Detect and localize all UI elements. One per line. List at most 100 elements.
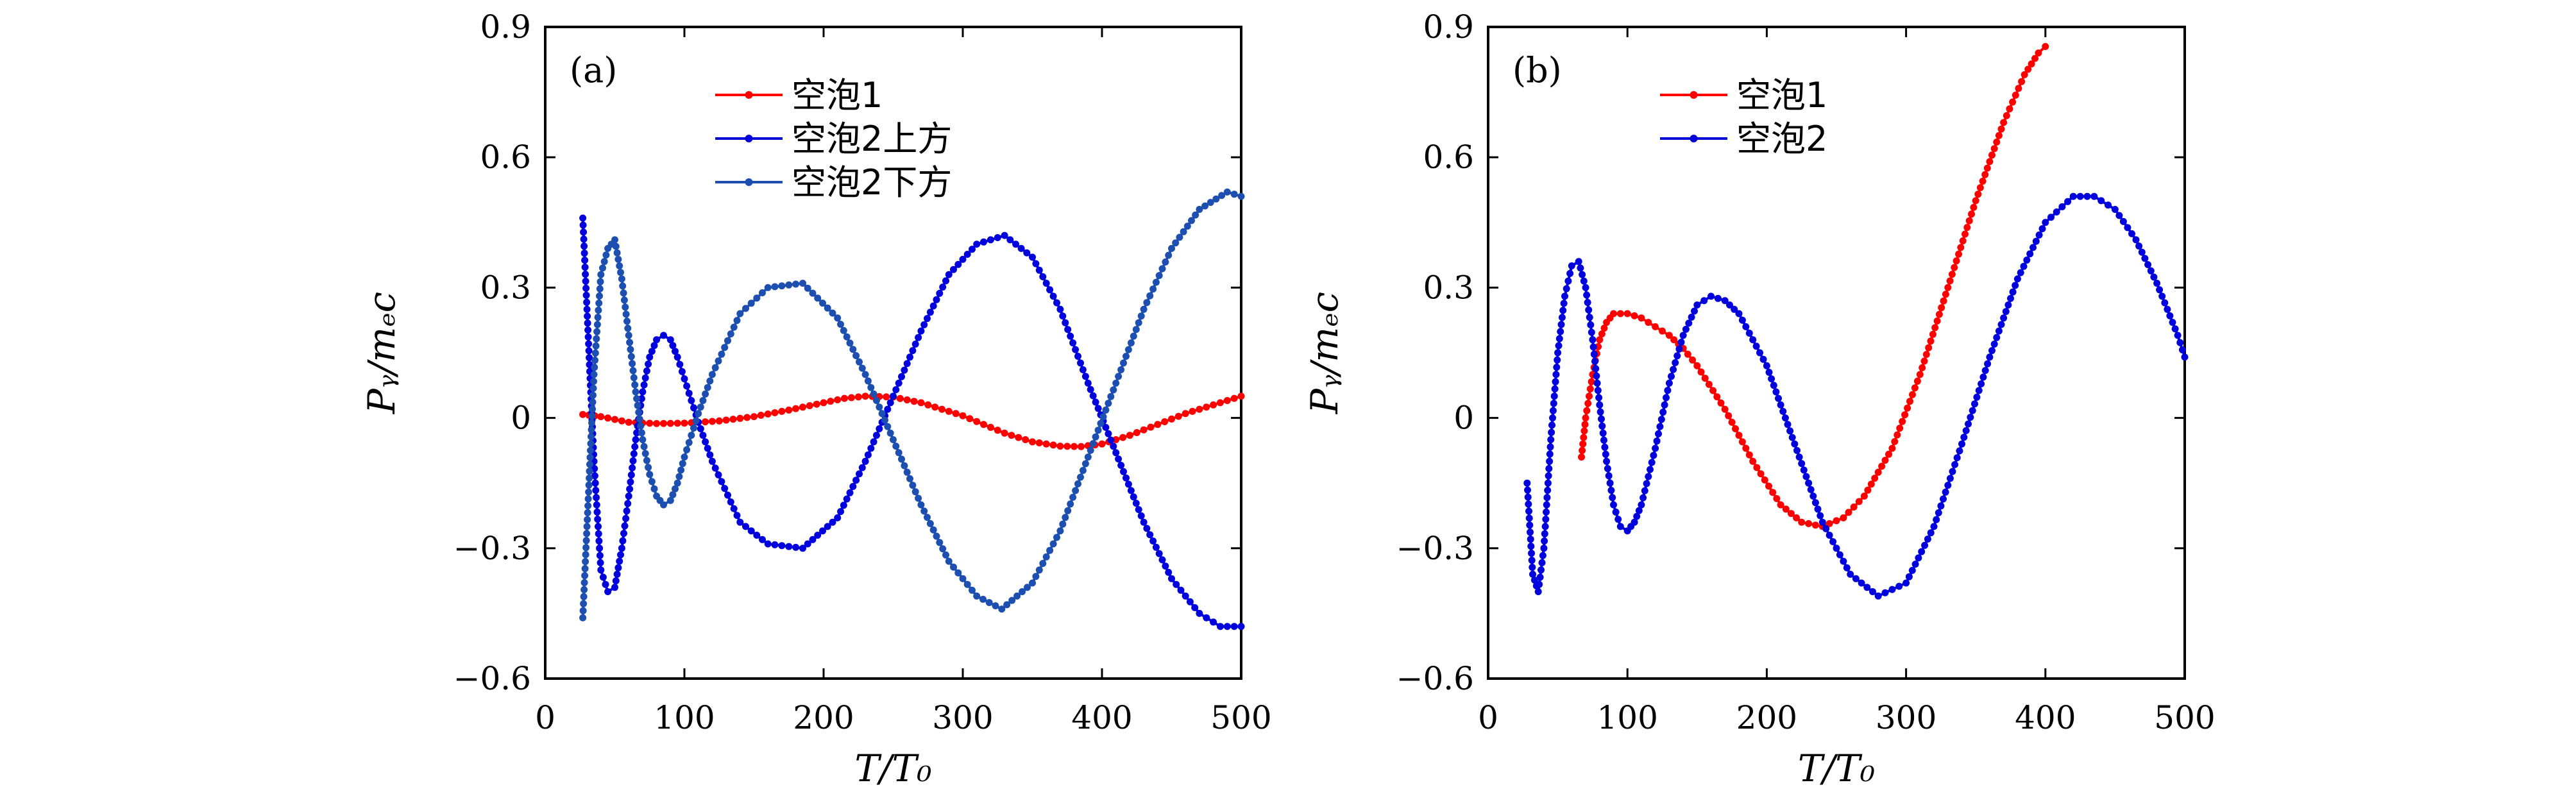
data-point [1580, 427, 1588, 435]
data-point [611, 236, 618, 244]
data-point [858, 464, 866, 471]
data-point [1072, 487, 1080, 494]
data-point [1001, 232, 1008, 239]
data-point [683, 382, 691, 390]
data-point [586, 453, 594, 461]
data-point [2156, 286, 2164, 294]
data-point [1818, 518, 1826, 526]
data-point [1906, 398, 1913, 405]
data-point [602, 251, 610, 259]
data-point [1525, 507, 1532, 515]
data-point [1850, 503, 1858, 511]
data-point [938, 405, 945, 413]
data-point [612, 242, 620, 250]
data-point [901, 462, 908, 469]
data-point [1847, 570, 1854, 578]
data-point [1168, 415, 1175, 423]
data-point [1074, 480, 1081, 487]
data-point [674, 419, 681, 427]
data-point [2164, 305, 2171, 313]
data-point [590, 371, 598, 378]
data-point [1631, 312, 1638, 319]
data-point [1029, 579, 1036, 587]
data-point [917, 501, 925, 509]
data-point [911, 488, 919, 496]
data-point [650, 342, 658, 350]
data-point [1590, 350, 1598, 358]
legend-entry: 空泡1 [1660, 75, 1827, 115]
data-point [841, 394, 848, 402]
data-point [1123, 353, 1130, 360]
data-point [1908, 566, 1916, 574]
legend-marker [1690, 91, 1698, 99]
data-point [592, 487, 600, 494]
data-point [1951, 461, 1959, 468]
data-point [580, 249, 588, 257]
data-point [1023, 249, 1031, 257]
data-point [620, 296, 628, 304]
data-point [1115, 373, 1123, 380]
data-point [715, 357, 722, 365]
data-point [1962, 230, 1969, 238]
data-point [1155, 550, 1163, 557]
data-point [1659, 327, 1666, 335]
data-point [1784, 421, 1792, 428]
data-point [1979, 178, 1987, 185]
data-point [593, 508, 601, 516]
data-point [627, 346, 634, 353]
data-point [1578, 453, 1585, 461]
data-point [2141, 255, 2149, 262]
data-point [2083, 192, 2091, 200]
data-point [1568, 262, 1575, 269]
data-point [1731, 305, 1738, 313]
data-point [1607, 487, 1615, 494]
data-point [619, 282, 627, 290]
data-point [1196, 405, 1203, 413]
data-point [588, 433, 595, 441]
data-point [910, 398, 918, 405]
data-point [1053, 299, 1060, 307]
data-point [645, 464, 652, 471]
data-point [1586, 393, 1593, 400]
data-point [1726, 301, 1733, 309]
data-point [2053, 208, 2060, 216]
data-point [834, 514, 842, 521]
data-point [590, 378, 597, 385]
data-point [1120, 468, 1127, 475]
data-point [585, 488, 593, 496]
data-point [1191, 604, 1199, 611]
data-point [1852, 575, 1860, 582]
data-point [1612, 508, 1620, 516]
data-point [1543, 501, 1550, 509]
data-point [1969, 407, 1976, 414]
data-point [586, 354, 593, 362]
data-point [1860, 493, 1868, 500]
data-point [1001, 429, 1008, 437]
data-point [903, 396, 911, 403]
data-point [954, 569, 962, 577]
data-point [2024, 65, 2032, 73]
data-point [2004, 301, 2012, 309]
data-point [627, 353, 635, 360]
data-point [753, 294, 761, 302]
data-point [1593, 372, 1600, 380]
data-point [1130, 493, 1137, 501]
data-point [1913, 377, 1921, 385]
data-point [1564, 277, 1572, 285]
data-point [1976, 184, 1984, 192]
data-point [1140, 305, 1148, 313]
data-point [589, 384, 597, 392]
data-point [1735, 432, 1743, 439]
data-point [1902, 579, 1910, 587]
data-point [1154, 421, 1162, 428]
data-point [1140, 518, 1148, 526]
data-point [837, 321, 844, 328]
x-tick-label: 100 [654, 699, 715, 736]
data-point [1990, 145, 1998, 153]
data-point [980, 421, 987, 428]
data-point [1161, 418, 1169, 425]
data-point [632, 388, 640, 396]
data-point [1012, 241, 1019, 248]
data-point [612, 577, 620, 585]
